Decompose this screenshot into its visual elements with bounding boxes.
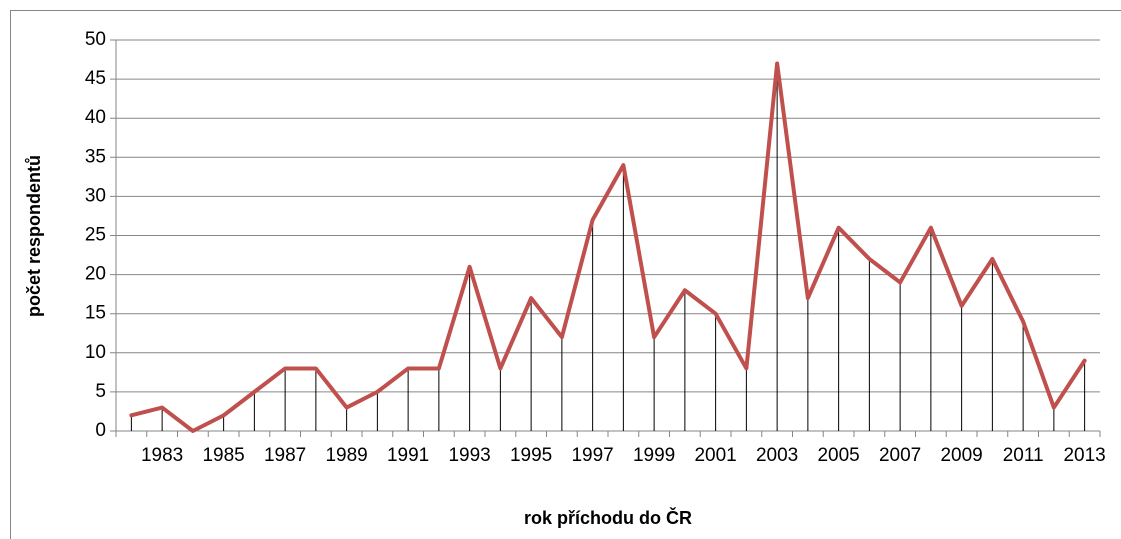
y-tick-label: 0 — [95, 420, 106, 441]
x-tick-label: 1983 — [141, 445, 183, 466]
x-tick-label: 2005 — [817, 445, 859, 466]
y-tick-label: 35 — [85, 146, 106, 167]
y-tick-label: 40 — [85, 107, 106, 128]
y-tick-label: 20 — [85, 264, 106, 285]
x-tick-label: 1995 — [510, 445, 552, 466]
x-tick-label: 2007 — [879, 445, 921, 466]
y-tick-label: 5 — [95, 381, 106, 402]
chart-frame — [10, 10, 1121, 539]
x-tick-label: 2013 — [1063, 445, 1105, 466]
x-tick-label: 2003 — [756, 445, 798, 466]
x-tick-label: 1989 — [325, 445, 367, 466]
y-tick-label: 45 — [85, 68, 106, 89]
y-tick-label: 15 — [85, 303, 106, 324]
y-axis-label: počet respondentů — [24, 155, 44, 317]
y-tick-label: 25 — [85, 225, 106, 246]
x-tick-label: 1997 — [571, 445, 613, 466]
data-line — [129, 61, 1087, 433]
x-tick-label: 1993 — [448, 445, 490, 466]
x-tick-label: 1985 — [202, 445, 244, 466]
y-tick-label: 30 — [85, 185, 106, 206]
y-tick-label: 50 — [85, 29, 106, 50]
x-tick-label: 1987 — [264, 445, 306, 466]
y-tick-label: 10 — [85, 342, 106, 363]
x-tick-label: 1999 — [633, 445, 675, 466]
x-tick-label: 1991 — [387, 445, 429, 466]
x-axis-label: rok příchodu do ČR — [524, 507, 692, 528]
x-tick-label: 2011 — [1003, 445, 1044, 466]
x-tick-label: 2009 — [940, 445, 982, 466]
x-tick-label: 2001 — [694, 445, 736, 466]
